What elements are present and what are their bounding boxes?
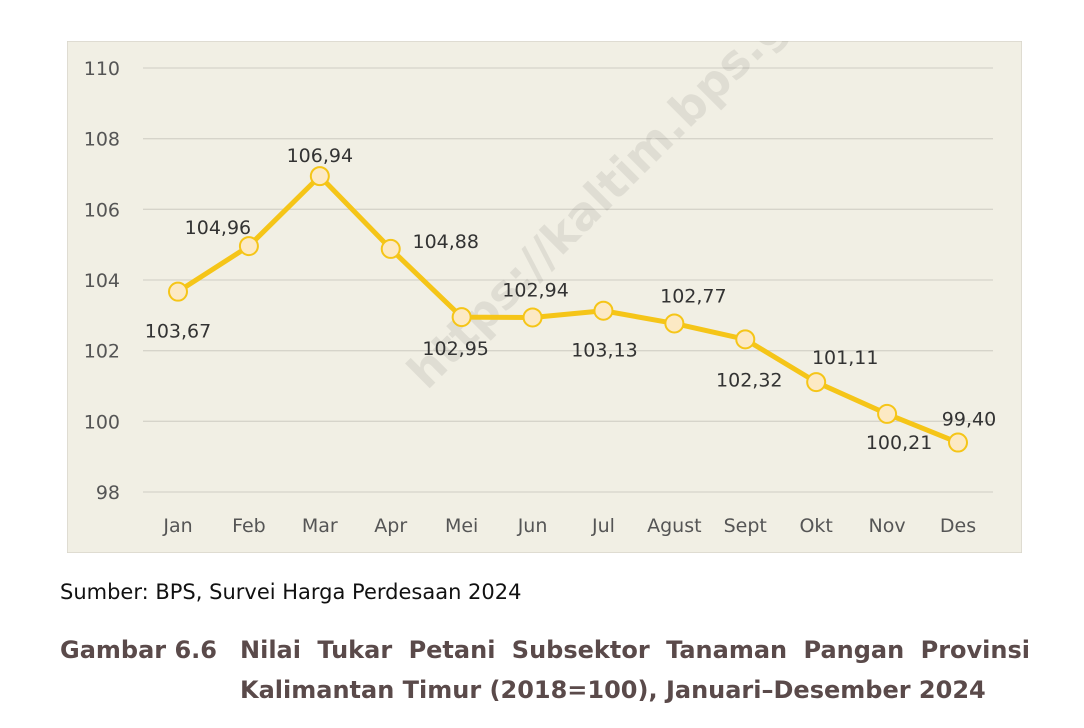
x-tick-label: Sept — [724, 515, 767, 537]
x-tick-label: Mar — [302, 515, 338, 537]
y-tick-label: 102 — [84, 341, 120, 363]
x-tick-label: Mei — [445, 515, 478, 537]
data-point — [735, 329, 756, 350]
series-line — [175, 173, 961, 446]
y-tick-label: 100 — [84, 411, 120, 433]
data-label: 102,32 — [716, 369, 782, 391]
data-point — [593, 300, 614, 321]
data-point — [877, 403, 898, 424]
x-tick-label: Okt — [799, 515, 832, 537]
data-label: 102,94 — [502, 279, 568, 301]
data-labels: 103,67 104,96 106,94 104,88 102,95 102,94 103,… — [145, 145, 996, 454]
caption-label: Gambar 6.6 — [60, 636, 217, 664]
data-point — [664, 313, 685, 334]
data-point — [522, 307, 543, 328]
data-point — [168, 281, 188, 302]
series-layer — [168, 166, 968, 453]
caption-line-1: Nilai Tukar Petani Subsektor Tanaman Pan… — [240, 636, 1030, 664]
y-tick-label: 106 — [84, 199, 120, 221]
data-label: 104,96 — [185, 217, 251, 239]
x-tick-label: Des — [940, 515, 976, 537]
data-label: 102,77 — [660, 285, 726, 307]
x-tick-label: Feb — [232, 515, 266, 537]
x-tick-label: Jun — [517, 515, 548, 537]
y-axis-ticks: 98 100 102 104 106 108 110 — [84, 58, 120, 504]
data-label: 102,95 — [422, 338, 488, 360]
grid-lines — [143, 67, 993, 493]
y-tick-label: 110 — [84, 58, 120, 80]
plot-background — [67, 41, 1022, 553]
x-tick-label: Nov — [869, 515, 906, 537]
data-label: 106,94 — [287, 145, 353, 167]
data-label: 103,67 — [145, 321, 211, 343]
data-label: 100,21 — [866, 432, 932, 454]
y-tick-label: 98 — [96, 482, 120, 504]
data-point — [948, 432, 968, 453]
x-tick-label: Jan — [162, 515, 192, 537]
data-label: 101,11 — [812, 347, 878, 369]
data-point — [238, 236, 259, 257]
data-point — [451, 307, 472, 328]
x-tick-label: Jul — [591, 515, 615, 537]
x-tick-label: Agust — [647, 515, 701, 537]
x-axis-ticks: Jan Feb Mar Apr Mei Jun Jul Agust Sept Okt Nov Des — [162, 515, 976, 537]
chart-frame: 98 100 102 104 106 108 110 Jan Feb Mar Apr Mei Jun J… — [67, 41, 1022, 553]
data-point — [380, 238, 401, 259]
x-tick-label: Apr — [374, 515, 407, 537]
data-point — [806, 372, 827, 393]
caption-line-2: Kalimantan Timur (2018=100), Januari–Des… — [240, 676, 986, 704]
data-point — [309, 166, 330, 187]
data-label: 103,13 — [571, 340, 637, 362]
data-label: 99,40 — [942, 409, 996, 431]
y-tick-label: 108 — [84, 129, 120, 151]
y-tick-label: 104 — [84, 270, 120, 292]
data-label: 104,88 — [412, 231, 478, 253]
source-note: Sumber: BPS, Survei Harga Perdesaan 2024 — [60, 580, 522, 604]
